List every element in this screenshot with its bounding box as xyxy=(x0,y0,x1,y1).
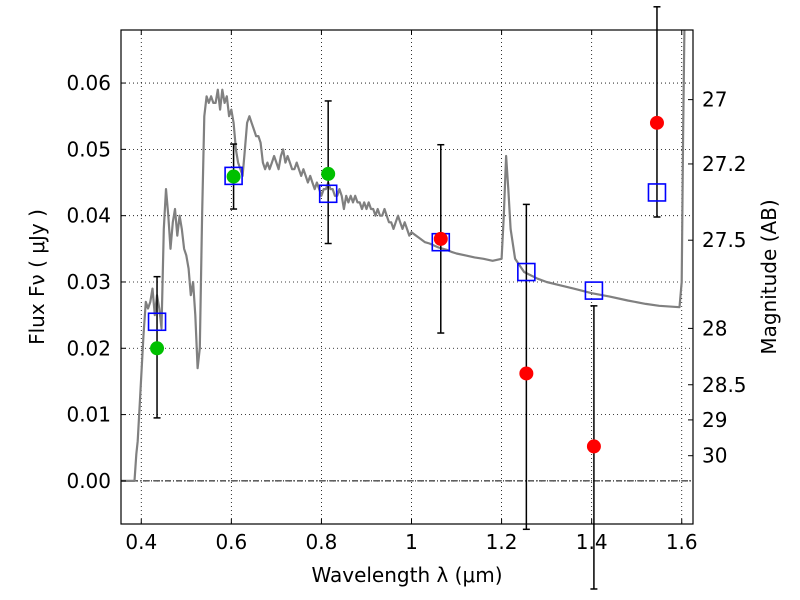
x-tick-label: 0.6 xyxy=(215,530,247,554)
y-axis-label: Flux Fν ( μJy ) xyxy=(25,209,49,345)
red-point xyxy=(433,231,448,246)
x-tick-label: 1.2 xyxy=(486,530,518,554)
y-tick-label: 0.04 xyxy=(66,204,111,228)
model-square-marker xyxy=(318,184,338,204)
y-tick-label: 0.01 xyxy=(66,403,111,427)
right-tick-label: 30 xyxy=(702,444,727,468)
red-point xyxy=(586,439,601,454)
x-tick-label: 0.4 xyxy=(125,530,157,554)
right-tick-label: 28.5 xyxy=(702,373,747,397)
right-tick-label: 28 xyxy=(702,316,727,340)
y-tick-label: 0.06 xyxy=(66,71,111,95)
red-point xyxy=(519,366,534,381)
error-bars xyxy=(153,6,661,590)
x-tick-label: 1.4 xyxy=(576,530,608,554)
model-sed-line xyxy=(121,30,686,482)
green-point xyxy=(321,166,336,181)
green-point xyxy=(226,169,241,184)
data-layer xyxy=(121,30,686,482)
model-square-marker xyxy=(647,183,667,202)
right-tick-label: 29 xyxy=(702,408,727,432)
x-tick-label: 0.8 xyxy=(306,530,338,554)
right-axis-ticks: 27 27.2 27.5 28 28.5 29 30 xyxy=(688,88,747,468)
right-axis-label: Magnitude (AB) xyxy=(757,199,781,354)
model-square-marker xyxy=(147,312,167,332)
x-axis-ticks: 0.4 0.6 0.8 1 1.2 1.4 1.6 xyxy=(125,30,698,554)
y-tick-label: 0.00 xyxy=(66,469,111,493)
model-square-marker xyxy=(517,262,536,282)
plot-frame xyxy=(120,29,694,525)
markers xyxy=(147,115,667,454)
x-tick-label: 1.6 xyxy=(666,530,698,554)
right-tick-label: 27.2 xyxy=(702,152,747,176)
x-tick-label: 1 xyxy=(405,530,418,554)
right-tick-label: 27.5 xyxy=(702,228,747,252)
right-tick-label: 27 xyxy=(702,88,727,112)
green-point xyxy=(150,341,165,356)
x-axis-label: Wavelength λ (μm) xyxy=(311,563,502,587)
model-square-marker xyxy=(224,166,243,186)
red-point xyxy=(649,115,664,130)
y-tick-label: 0.05 xyxy=(66,137,111,161)
model-square-marker xyxy=(584,281,604,300)
y-axis-ticks: 0.00 0.01 0.02 0.03 0.04 0.05 0.06 xyxy=(66,71,126,493)
y-tick-label: 0.02 xyxy=(66,336,111,360)
y-tick-label: 0.03 xyxy=(66,270,111,294)
